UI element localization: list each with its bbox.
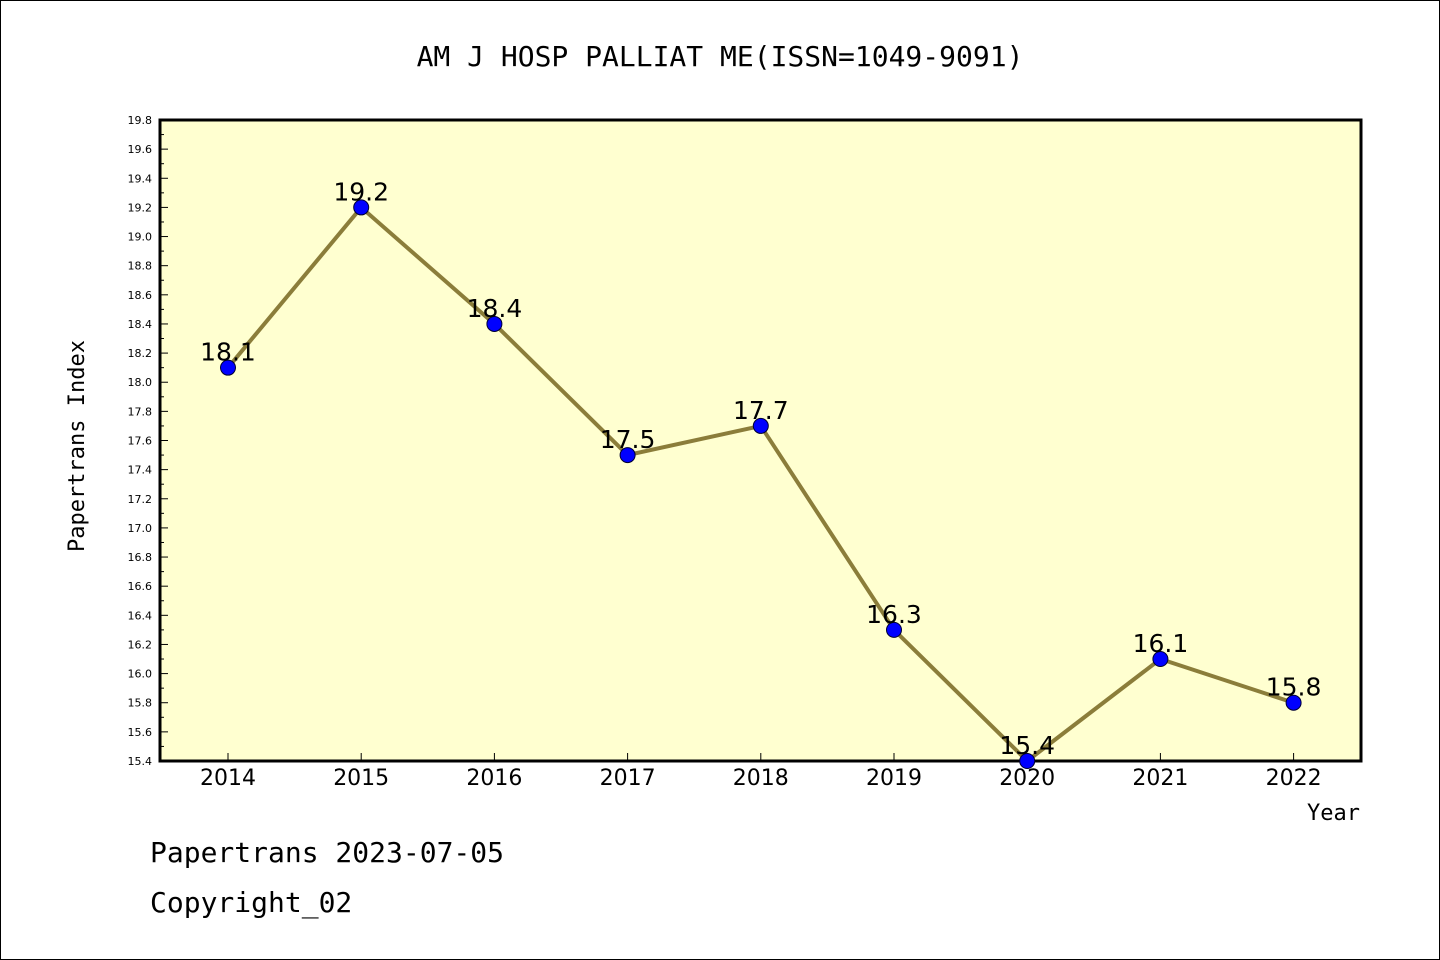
- data-point-marker: [486, 315, 503, 332]
- y-tick-label: 18.2: [128, 347, 153, 360]
- x-tick-label: 2022: [1266, 766, 1322, 791]
- y-axis-label: Papertrans Index: [65, 340, 90, 552]
- x-tick-label: 2020: [999, 766, 1055, 791]
- data-point-marker: [886, 621, 902, 638]
- y-tick-label: 18.4: [128, 318, 153, 331]
- data-point-marker: [619, 447, 636, 464]
- data-label: 17.7: [733, 396, 789, 425]
- data-point-marker: [1152, 651, 1169, 668]
- x-tick-label: 2014: [200, 766, 256, 791]
- x-tick-label: 2018: [733, 766, 789, 791]
- data-point-marker: [752, 417, 769, 434]
- y-tick-label: 19.2: [128, 201, 153, 214]
- data-label: 15.8: [1266, 673, 1322, 702]
- y-tick-label: 15.4: [128, 755, 153, 768]
- y-tick-label: 19.6: [128, 143, 153, 156]
- y-tick-label: 16.8: [128, 551, 153, 564]
- y-tick-label: 17.0: [128, 522, 153, 535]
- x-tick-label: 2015: [333, 766, 389, 791]
- footer-date: Papertrans 2023-07-05: [150, 836, 505, 869]
- data-label: 17.5: [600, 425, 656, 454]
- y-tick-label: 19.4: [128, 172, 153, 185]
- y-tick-label: 17.6: [128, 435, 153, 448]
- y-tick-label: 16.6: [128, 580, 153, 593]
- footer-copyright: Copyright_02: [150, 886, 353, 919]
- series-line-group: 18.1 19.2 18.4 17.5 17.7 16.3 15.4 16.1 15.8: [200, 177, 1322, 769]
- data-label: 16.1: [1133, 629, 1189, 658]
- data-label: 18.1: [200, 338, 256, 367]
- y-tick-label: 15.6: [128, 726, 153, 739]
- y-tick-label: 17.4: [128, 464, 153, 477]
- y-tick-label: 18.8: [128, 260, 153, 273]
- y-tick-label: 16.0: [128, 668, 153, 681]
- data-label: 19.2: [333, 177, 389, 206]
- y-tick-label: 16.4: [128, 609, 153, 622]
- x-tick-label: 2016: [466, 766, 522, 791]
- x-tick-label: 2017: [600, 766, 656, 791]
- x-axis: 2014 2015 2016 2017 2018 2019 2020 2021 2022: [200, 753, 1322, 791]
- x-tick-label: 2019: [866, 766, 922, 791]
- y-tick-label: 19.8: [128, 114, 153, 127]
- x-axis-label: Year: [1307, 801, 1360, 826]
- y-axis: 15.4 15.6 15.8 16.0 16.2 16.4 16.6 16.8 17.0 17.2…: [128, 114, 168, 768]
- y-tick-label: 15.8: [128, 697, 153, 710]
- data-point-marker: [353, 199, 370, 216]
- chart-title: AM J HOSP PALLIAT ME(ISSN=1049-9091): [417, 40, 1024, 73]
- y-tick-label: 18.0: [128, 376, 153, 389]
- x-tick-label: 2021: [1132, 766, 1188, 791]
- data-point-marker: [1285, 694, 1302, 711]
- data-point-marker: [1019, 753, 1036, 769]
- y-tick-label: 16.2: [128, 638, 153, 651]
- data-label: 16.3: [866, 600, 922, 629]
- data-label: 18.4: [467, 294, 523, 323]
- data-label: 15.4: [999, 731, 1055, 760]
- y-tick-label: 17.8: [128, 405, 153, 418]
- y-tick-label: 18.6: [128, 289, 153, 302]
- y-tick-label: 17.2: [128, 493, 153, 506]
- data-point-marker: [220, 359, 236, 376]
- y-tick-label: 19.0: [128, 231, 153, 244]
